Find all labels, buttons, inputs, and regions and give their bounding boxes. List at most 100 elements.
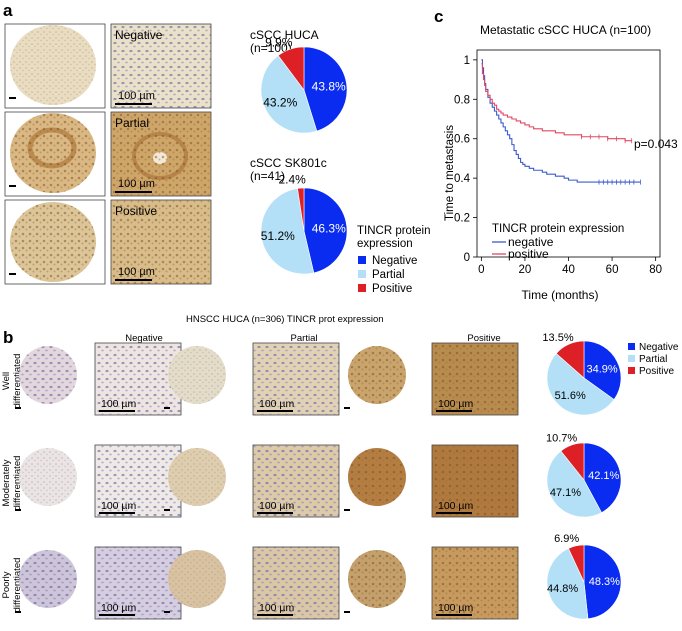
micrograph-texture: [95, 343, 181, 415]
pie-slice-partial: [546, 450, 602, 518]
legend-title-line1: TINCR protein: [357, 225, 431, 237]
pie-label-partial: 51.6%: [555, 390, 586, 402]
legend-label-negative: Negative: [372, 255, 417, 267]
tma-core-texture: [19, 550, 77, 608]
legend-label-positive: Positive: [639, 366, 674, 377]
legend-swatch-negative: [628, 343, 635, 350]
pie-label-negative: 42.1%: [588, 470, 619, 482]
row-label: Partial: [115, 116, 149, 130]
pie-label-positive: 6.9%: [554, 533, 579, 545]
legend-label-negative: negative: [508, 235, 554, 249]
pie-slice-positive: [555, 340, 585, 379]
x-tick-label: 40: [562, 264, 575, 276]
panel-a-label: a: [3, 1, 13, 20]
legend-b: Negative Partial Positive: [628, 342, 679, 377]
panel-b-title: HNSCC HUCA (n=306) TINCR prot expression: [186, 314, 384, 325]
legend-label-partial: Partial: [372, 269, 405, 281]
micrograph-texture: [111, 200, 211, 284]
pie-chart-a1: cSCC HUCA (n=100) 43.8% 43.2% 9.9%: [250, 28, 348, 134]
scale-bar: [344, 509, 350, 511]
micrograph-texture: [432, 445, 518, 517]
tma-core-texture: [19, 448, 77, 506]
panel-b-row: Poorly differentiated 100 µm 100 µm 100 µm 48…: [1, 533, 622, 620]
column-header-positive: Positive: [467, 333, 500, 344]
pie-label-partial: 43.2%: [263, 95, 297, 109]
panel-b-label: b: [3, 328, 13, 347]
pie-label-positive: 9.9%: [265, 35, 293, 49]
scale-bar-label: 100 µm: [118, 266, 155, 278]
pie-slice-positive: [297, 187, 305, 232]
scale-bar: [344, 611, 350, 613]
legend-swatch-partial: [358, 270, 366, 278]
pie-slice-positive: [560, 442, 585, 481]
micrograph-texture: [111, 112, 211, 196]
scale-bar-label: 100 µm: [438, 602, 473, 614]
pie-slice-negative: [303, 187, 348, 274]
pie-slice-negative: [583, 442, 622, 513]
y-tick-label: 1: [464, 55, 470, 67]
micrograph-texture: [111, 24, 211, 108]
legend-label-partial: Partial: [639, 354, 667, 365]
row-label: Positive: [115, 204, 157, 218]
scale-bar: [15, 611, 21, 613]
legend-label-positive: positive: [508, 247, 549, 261]
row-label-line1: Poorly: [1, 571, 12, 598]
scale-bar: [99, 614, 135, 616]
scale-bar: [115, 279, 152, 281]
scale-bar: [15, 509, 21, 511]
chart-subtitle: (n=41): [250, 169, 285, 183]
scale-bar: [164, 407, 170, 409]
legend-swatch-partial: [628, 355, 635, 362]
panel-a-row-negative: Negative 100 µm: [4, 23, 212, 109]
tma-core-texture: [10, 113, 96, 193]
row-label-line1: Moderately: [1, 459, 12, 506]
scale-bar: [115, 103, 152, 105]
panel-c-label: c: [434, 7, 443, 26]
row-label-line1: Well: [1, 372, 12, 390]
scale-bar-label: 100 µm: [118, 178, 155, 190]
scale-bar: [164, 509, 170, 511]
scale-bar-label: 100 µm: [101, 500, 136, 512]
tma-core-texture: [10, 25, 96, 105]
y-tick-label: 0.2: [454, 213, 470, 225]
scale-bar: [9, 185, 16, 187]
tma-core-texture: [348, 550, 406, 608]
scale-bar-label: 100 µm: [438, 500, 473, 512]
pie-slice-negative: [583, 544, 622, 620]
tma-core-texture: [19, 346, 77, 404]
tma-core-texture: [168, 346, 226, 404]
km-curve-negative: [481, 59, 641, 183]
tma-core-texture: [348, 448, 406, 506]
tma-core-texture: [10, 202, 96, 282]
micrograph-texture: [95, 445, 181, 517]
pie-slice-partial: [546, 548, 589, 620]
panel-a-row-positive: Positive 100 µm: [4, 199, 212, 285]
pie-label-negative: 34.9%: [587, 364, 618, 376]
pie-label-positive: 2.4%: [278, 173, 306, 187]
scale-bar: [257, 410, 293, 412]
pie-slice-positive: [277, 46, 305, 91]
micrograph-texture: [253, 445, 339, 517]
km-chart: Metastatic cSCC HUCA (n=100) Time to met…: [444, 23, 678, 302]
pie-chart-b3: 48.3% 44.8% 6.9%: [546, 533, 622, 620]
pie-chart-a2: cSCC SK801c (n=41) 46.3% 51.2% 2.4%: [250, 156, 348, 275]
legend-label-positive: Positive: [372, 283, 412, 295]
scale-bar: [436, 512, 472, 514]
pie-slice-negative: [303, 46, 348, 132]
tma-core-texture: [348, 346, 406, 404]
p-value: p=0.043: [634, 137, 678, 151]
x-axis-label: Time (months): [522, 288, 599, 302]
pie-slice-partial: [546, 353, 615, 416]
row-label-line2: differentiated: [12, 456, 23, 511]
scale-bar-label: 100 µm: [438, 398, 473, 410]
scale-bar: [9, 273, 16, 275]
pie-label-partial: 51.2%: [261, 229, 295, 243]
x-tick-label: 80: [649, 264, 662, 276]
pie-label-positive: 10.7%: [546, 433, 577, 445]
scale-bar-label: 100 µm: [101, 602, 136, 614]
micrograph-texture: [432, 343, 518, 415]
scale-bar-label: 100 µm: [101, 398, 136, 410]
scale-bar-label: 100 µm: [259, 500, 294, 512]
column-header-negative: Negative: [125, 333, 163, 344]
